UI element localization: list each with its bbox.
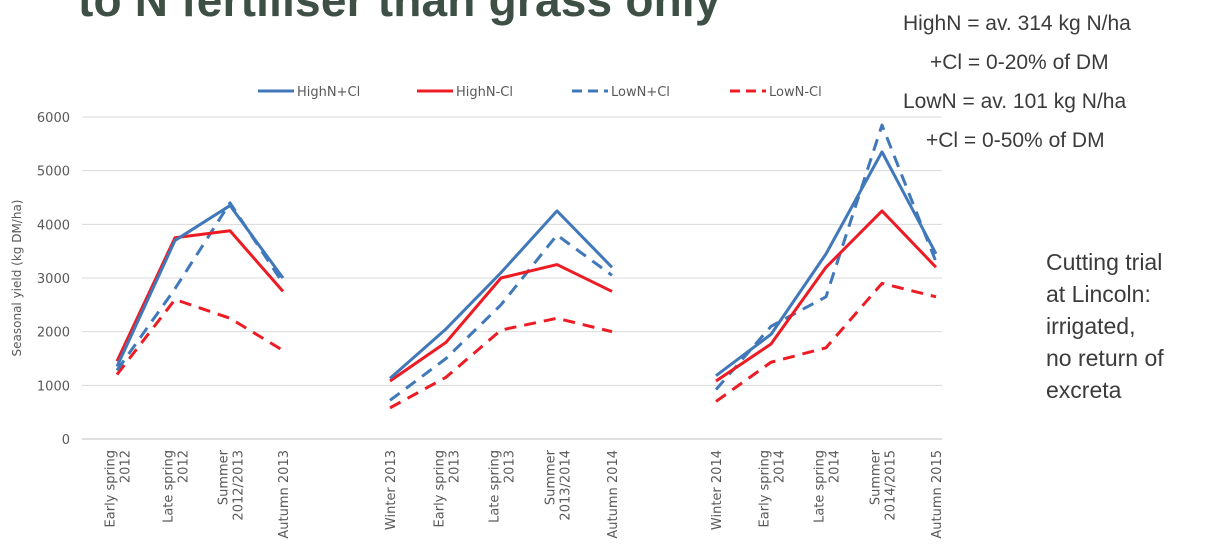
x-tick-label-line: Summer (217, 449, 232, 505)
x-tick-label-line: 2012 (177, 450, 192, 483)
y-tick-label: 1000 (37, 379, 70, 394)
x-tick-label-line: 2014 (828, 450, 843, 483)
note-lown-clover: +Cl = 0-50% of DM (926, 129, 1105, 152)
legend-label: HighN-Cl (456, 85, 513, 100)
legend-label: HighN+Cl (297, 85, 360, 100)
series-line-lown-cl (715, 281, 937, 403)
x-tick-label-line: 2012/2013 (232, 450, 247, 521)
series-line-lown-cl (714, 123, 938, 391)
note-highn-clover: +Cl = 0-20% of DM (930, 51, 1109, 74)
slide-title: to N fertiliser than grass only (78, 0, 721, 26)
x-tick-label: Late spring2014 (813, 450, 843, 523)
x-tick-label-line: Winter 2013 (384, 450, 399, 530)
x-tick-label-line: 2013 (448, 450, 463, 483)
x-tick-label-line: Late spring (488, 450, 503, 523)
x-tick-label: Summer2013/2014 (544, 449, 574, 520)
x-tick-label-line: Autumn 2014 (606, 450, 621, 539)
y-tick-label: 3000 (37, 272, 70, 287)
x-tick-label-line: Early spring (758, 450, 773, 527)
x-tick-label: Autumn 2013 (277, 450, 292, 539)
series-line-highn-cl (115, 204, 285, 368)
x-tick-label-line: Late spring (162, 450, 177, 523)
x-tick-label-line: 2014 (773, 450, 788, 483)
x-tick-label: Summer2014/2015 (869, 449, 899, 520)
x-tick-label: Early spring2012 (104, 450, 134, 527)
side-text-line-2: at Lincoln: (1046, 281, 1151, 307)
x-tick-label: Early spring2013 (433, 450, 463, 527)
y-tick-label: 6000 (37, 111, 70, 126)
note-highn-rate: HighN = av. 314 kg N/ha (903, 12, 1131, 35)
x-tick-label-line: Autumn 2013 (277, 450, 292, 539)
x-tick-label-line: Summer (544, 449, 559, 505)
y-axis-label: Seasonal yield (kg DM/ha) (10, 200, 24, 357)
x-tick-label-line: Winter 2014 (710, 450, 725, 530)
series-line-highn-cl (715, 150, 938, 377)
series-line-lown-cl (389, 233, 613, 402)
note-lown-rate: LowN = av. 101 kg N/ha (903, 90, 1127, 113)
legend-label: LowN-Cl (769, 85, 822, 100)
x-tick-label: Autumn 2014 (606, 450, 621, 539)
series-line-highn-cl (115, 229, 285, 362)
x-tick-label: Late spring2013 (488, 450, 518, 523)
x-tick-label-line: Early spring (104, 450, 119, 527)
y-tick-label: 4000 (37, 218, 70, 233)
series-line-lown-cl (115, 297, 284, 376)
x-tick-label-line: 2012 (119, 450, 134, 483)
series-line-lown-cl (115, 201, 285, 372)
x-tick-label: Winter 2014 (710, 450, 725, 530)
legend-label: LowN+Cl (611, 85, 670, 100)
series-line-lown-cl (389, 316, 613, 410)
x-tick-label: Autumn 2015 (930, 450, 945, 539)
series-line-highn-cl (389, 263, 613, 383)
side-text-line-4: no return of (1046, 345, 1164, 371)
series-line-highn-cl (389, 209, 614, 380)
y-tick-label: 0 (62, 433, 70, 448)
x-tick-label: Winter 2013 (384, 450, 399, 530)
x-tick-label-line: 2014/2015 (884, 450, 899, 521)
series-line-highn-cl (715, 209, 938, 383)
y-tick-label: 5000 (37, 165, 70, 180)
x-tick-label-line: Late spring (813, 450, 828, 523)
x-tick-label-line: 2013/2014 (559, 450, 574, 521)
side-text-line-3: irrigated, (1046, 313, 1136, 339)
x-tick-label: Summer2012/2013 (217, 449, 247, 520)
y-tick-label: 2000 (37, 326, 70, 341)
x-tick-label-line: 2013 (503, 450, 518, 483)
x-tick-label: Early spring2014 (758, 450, 788, 527)
x-tick-label: Late spring2012 (162, 450, 192, 523)
x-tick-label-line: Early spring (433, 450, 448, 527)
side-text-line-1: Cutting trial (1046, 249, 1163, 275)
side-text-line-5: excreta (1046, 377, 1122, 403)
x-tick-label-line: Autumn 2015 (930, 450, 945, 539)
x-tick-label-line: Summer (869, 449, 884, 505)
